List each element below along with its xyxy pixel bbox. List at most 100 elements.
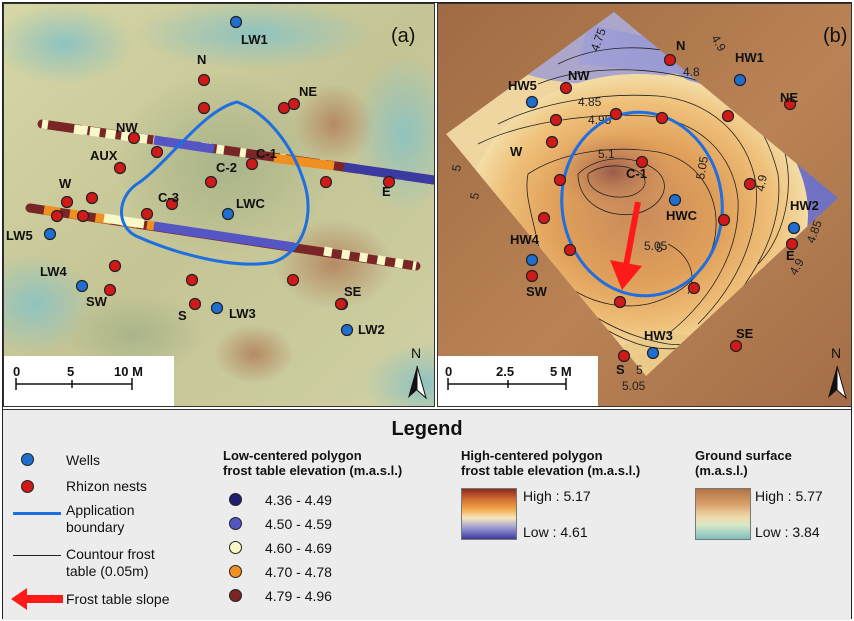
rhizon-nest-marker xyxy=(127,131,141,145)
map-a-canvas: LW1 LWC LW5 LW4 LW3 LW2 N NE NW AUX C-1 C-2 C-3 W E SW S… xyxy=(4,4,434,406)
scale-bar-a: 0 5 10 M xyxy=(13,364,143,390)
rhizon-nest-marker xyxy=(729,339,743,353)
low-centered-class-swatch xyxy=(229,541,242,554)
nest-label: SE xyxy=(344,284,362,299)
low-centered-class-swatch xyxy=(229,589,242,602)
svg-text:5: 5 xyxy=(656,241,663,255)
nest-label: E xyxy=(382,184,391,199)
well-marker xyxy=(733,73,747,87)
nest-label: E xyxy=(786,248,795,263)
rhizon-nest-marker xyxy=(245,157,259,171)
well-label: HW2 xyxy=(790,198,819,213)
well-marker xyxy=(646,346,660,360)
rhizon-nest-marker xyxy=(287,97,301,111)
nest-label: C-1 xyxy=(626,166,647,181)
rhizon-nest-marker xyxy=(113,161,127,175)
rhizon-nest-marker xyxy=(743,177,757,191)
rhizon-nest-marker xyxy=(319,175,333,189)
rhizon-nest-marker xyxy=(185,273,199,287)
rhizon-nest-marker xyxy=(277,101,291,115)
legend-wells: Wells xyxy=(66,452,100,468)
rhizon-nest-marker xyxy=(525,269,539,283)
legend-contour-1: Countour frost xyxy=(66,546,155,562)
svg-text:4.8: 4.8 xyxy=(683,65,700,79)
panel-a-label: (a) xyxy=(391,25,415,47)
legend-boundary-1: Application xyxy=(66,502,135,518)
scale-bar-b-bg xyxy=(438,356,598,406)
nest-label: C-1 xyxy=(256,146,277,161)
svg-text:4.95: 4.95 xyxy=(588,113,612,127)
well-marker xyxy=(668,193,682,207)
north-arrow-a: N xyxy=(408,345,427,400)
svg-text:5 M: 5 M xyxy=(550,364,572,379)
well-label: LW3 xyxy=(229,306,256,321)
nest-label: N xyxy=(197,52,206,67)
rhizon-nest-marker xyxy=(687,281,701,295)
contour-symbol xyxy=(13,555,61,556)
svg-text:5: 5 xyxy=(467,191,482,200)
rhizon-nest-marker xyxy=(545,135,559,149)
svg-text:10 M: 10 M xyxy=(114,364,143,379)
application-boundary-b xyxy=(560,110,724,298)
svg-text:2.5: 2.5 xyxy=(496,364,514,379)
rhizon-nest-marker xyxy=(197,73,211,87)
legend-boundary-2: boundary xyxy=(66,519,125,535)
map-b-canvas: 4.75 4.9 4.8 4.85 4.95 5.1 5.05 5.05 4.9… xyxy=(438,4,851,406)
rhizon-nest-marker xyxy=(655,111,669,125)
transect-north xyxy=(37,119,434,185)
rhizon-nest-marker xyxy=(382,175,396,189)
rhizon-nest-marker xyxy=(76,209,90,223)
svg-text:5: 5 xyxy=(449,163,464,172)
legend-panel: Legend Wells Rhizon nests Application bo… xyxy=(3,409,851,620)
nest-label: NW xyxy=(568,68,590,83)
svg-text:0: 0 xyxy=(13,364,20,379)
well-marker xyxy=(525,95,539,109)
rhizon-nest-marker xyxy=(563,243,577,257)
well-label: HW5 xyxy=(508,78,537,93)
rhizon-nest-marker xyxy=(108,259,122,273)
legend-title: Legend xyxy=(391,418,463,440)
high-centered-low: Low : 4.61 xyxy=(523,524,588,540)
well-marker xyxy=(75,279,89,293)
rhizon-nest-marker xyxy=(334,297,348,311)
rhizon-nest-marker xyxy=(204,175,218,189)
nest-label: N xyxy=(676,38,685,53)
scale-bar-a-bg xyxy=(4,356,174,406)
map-panel-a: LW1 LWC LW5 LW4 LW3 LW2 N NE NW AUX C-1 C-2 C-3 W E SW S… xyxy=(3,3,435,407)
svg-text:N: N xyxy=(411,345,421,361)
well-label: LW1 xyxy=(241,32,268,47)
well-marker xyxy=(221,207,235,221)
rhizon-nest-marker xyxy=(286,273,300,287)
rhizon-nest-marker xyxy=(635,155,649,169)
well-label: HWC xyxy=(666,208,698,223)
well-marker xyxy=(787,221,801,235)
rhizon-nest-symbol xyxy=(21,480,34,493)
well-marker xyxy=(229,15,243,29)
svg-text:5.05: 5.05 xyxy=(622,379,646,393)
svg-text:5.05: 5.05 xyxy=(644,239,668,253)
ground-title-1: Ground surface xyxy=(695,448,792,463)
high-centered-high: High : 5.17 xyxy=(523,488,591,504)
svg-text:5.05: 5.05 xyxy=(693,155,711,181)
rhizon-nest-marker xyxy=(197,101,211,115)
high-centered-title-2: frost table elevation (m.a.s.l.) xyxy=(461,463,641,478)
ground-surface-ramp xyxy=(695,488,751,540)
svg-text:0: 0 xyxy=(445,364,452,379)
rhizon-nest-marker xyxy=(50,209,64,223)
nest-label: W xyxy=(510,144,523,159)
rhizon-nest-marker xyxy=(717,213,731,227)
low-centered-class-swatch xyxy=(229,493,242,506)
rhizon-nest-marker xyxy=(721,109,735,123)
slope-arrow-icon xyxy=(11,588,63,610)
legend-slope: Frost table slope xyxy=(66,591,170,607)
ground-title-2: (m.a.s.l.) xyxy=(695,463,748,478)
panel-b-label: (b) xyxy=(823,25,847,47)
nest-label: AUX xyxy=(90,148,118,163)
ground-low: Low : 3.84 xyxy=(755,524,820,540)
low-centered-class-label: 4.50 - 4.59 xyxy=(265,516,332,532)
north-arrow-b: N xyxy=(828,345,847,400)
well-label: LW5 xyxy=(6,228,33,243)
svg-text:5: 5 xyxy=(67,364,74,379)
nest-label: NW xyxy=(116,120,138,135)
